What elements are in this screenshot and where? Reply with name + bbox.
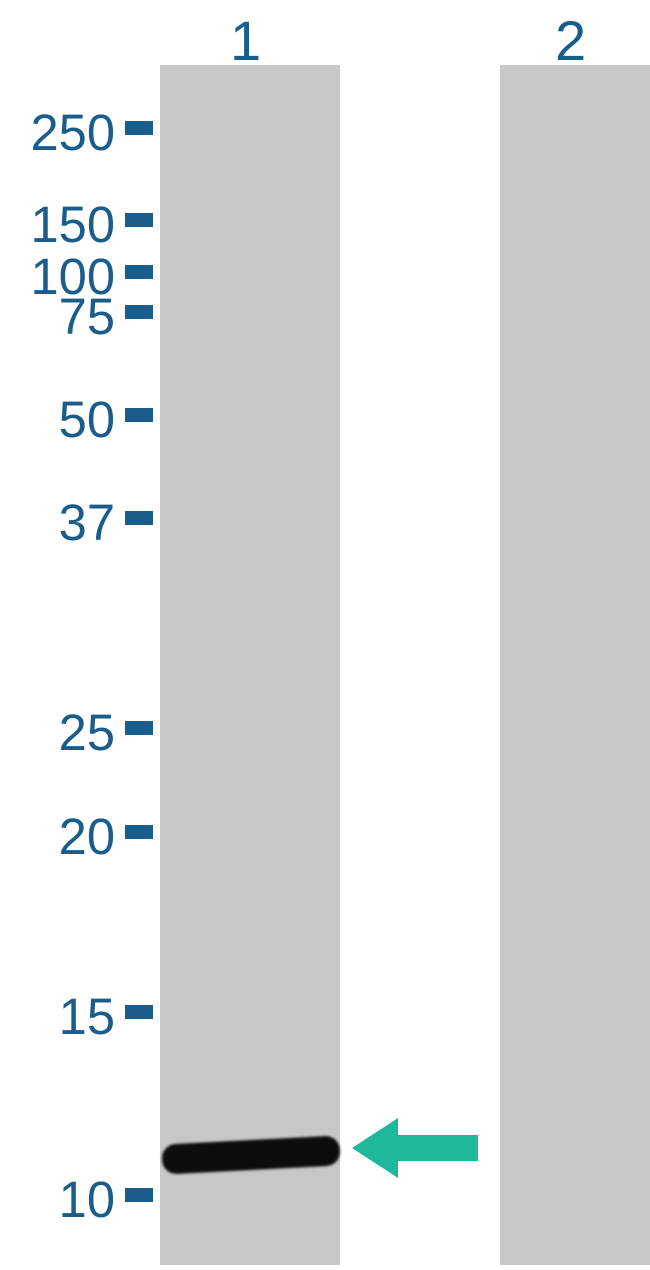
marker-label: 75 <box>59 287 115 346</box>
marker-tick <box>125 1188 153 1202</box>
marker-tick <box>125 265 153 279</box>
marker-tick <box>125 121 153 135</box>
marker-label: 15 <box>59 987 115 1046</box>
lane-1 <box>160 65 340 1265</box>
lane-2-header: 2 <box>555 8 586 73</box>
marker-label: 150 <box>30 195 115 254</box>
marker-tick <box>125 305 153 319</box>
band-indicator-arrow <box>352 1118 478 1178</box>
marker-label: 10 <box>59 1170 115 1229</box>
marker-tick <box>125 825 153 839</box>
arrow-stem <box>398 1135 478 1161</box>
lane-2 <box>500 65 650 1265</box>
marker-tick <box>125 408 153 422</box>
arrow-head-icon <box>352 1118 398 1178</box>
marker-tick <box>125 1005 153 1019</box>
marker-label: 250 <box>30 103 115 162</box>
marker-tick <box>125 721 153 735</box>
marker-tick <box>125 511 153 525</box>
marker-label: 50 <box>59 390 115 449</box>
marker-label: 37 <box>59 493 115 552</box>
marker-tick <box>125 213 153 227</box>
lane-1-header: 1 <box>230 8 261 73</box>
marker-label: 20 <box>59 807 115 866</box>
western-blot-figure: 1 2 25015010075503725201510 <box>0 0 650 1270</box>
marker-label: 25 <box>59 703 115 762</box>
